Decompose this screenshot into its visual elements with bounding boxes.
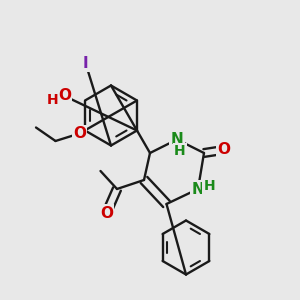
Text: H: H xyxy=(204,179,215,193)
Text: H: H xyxy=(47,93,58,106)
Text: O: O xyxy=(217,142,230,158)
Text: N: N xyxy=(171,132,183,147)
Text: O: O xyxy=(73,126,86,141)
Text: O: O xyxy=(100,206,113,220)
Text: O: O xyxy=(58,88,71,104)
Text: H: H xyxy=(174,144,186,158)
Text: I: I xyxy=(83,56,88,70)
Text: N: N xyxy=(192,182,204,196)
